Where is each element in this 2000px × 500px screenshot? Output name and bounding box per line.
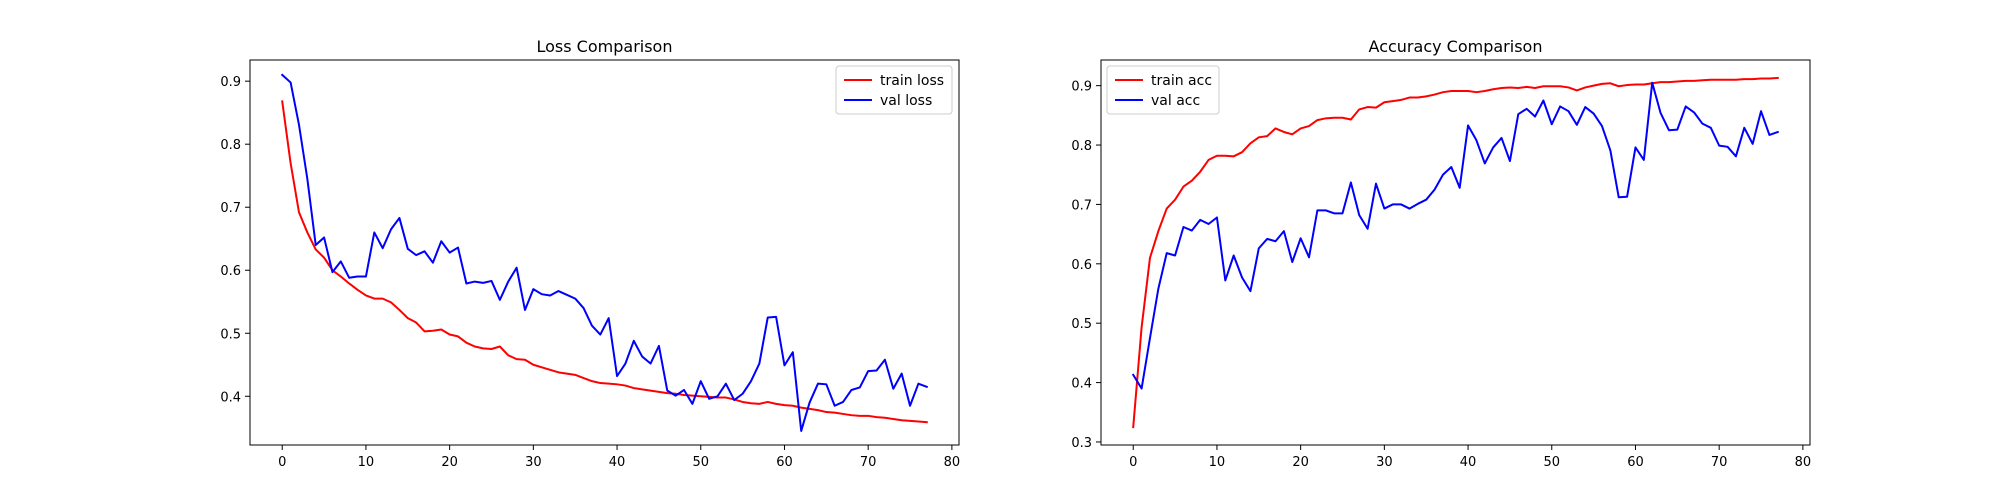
accuracy-x-tick-label: 80 [1795, 455, 1812, 470]
loss-legend-label-val: val loss [880, 93, 932, 109]
accuracy-x-tick-label: 20 [1292, 455, 1309, 470]
accuracy-x-axis: 0 10 20 30 40 50 60 70 80 [1129, 445, 1811, 470]
loss-chart: Loss Comparison 0 10 20 30 40 50 60 70 80 0.4 0.5… [220, 37, 960, 470]
loss-series-val-line [280, 73, 929, 432]
loss-x-tick-label: 30 [525, 455, 542, 470]
accuracy-series-train-line [1132, 76, 1779, 429]
accuracy-y-tick-label: 0.6 [1071, 258, 1092, 273]
accuracy-x-tick-label: 0 [1129, 455, 1137, 470]
loss-chart-title: Loss Comparison [537, 37, 673, 56]
loss-x-tick-label: 20 [441, 455, 458, 470]
accuracy-x-tick-label: 50 [1543, 455, 1560, 470]
loss-y-tick-label: 0.9 [220, 75, 241, 90]
loss-legend: train loss val loss [835, 65, 953, 115]
loss-x-tick-label: 40 [609, 455, 626, 470]
loss-axes-frame [249, 59, 960, 446]
loss-x-tick-label: 50 [692, 455, 709, 470]
accuracy-x-tick-label: 40 [1460, 455, 1477, 470]
accuracy-y-tick-label: 0.3 [1071, 436, 1092, 451]
accuracy-y-axis: 0.3 0.4 0.5 0.6 0.7 0.8 0.9 [1071, 80, 1101, 451]
loss-y-tick-label: 0.5 [220, 327, 241, 342]
loss-plot-area [280, 73, 929, 432]
accuracy-plot-area [1131, 76, 1780, 429]
accuracy-legend-label-val: val acc [1151, 93, 1200, 109]
loss-series-train-line [281, 100, 928, 424]
accuracy-y-tick-label: 0.4 [1071, 377, 1092, 392]
accuracy-y-tick-label: 0.8 [1071, 139, 1092, 154]
loss-y-tick-label: 0.6 [220, 264, 241, 279]
accuracy-chart-title: Accuracy Comparison [1369, 37, 1543, 56]
loss-x-axis: 0 10 20 30 40 50 60 70 80 [278, 445, 960, 470]
loss-legend-label-train: train loss [880, 73, 944, 89]
accuracy-series-val-line [1131, 81, 1780, 390]
loss-x-tick-label: 10 [358, 455, 375, 470]
accuracy-x-tick-label: 30 [1376, 455, 1393, 470]
loss-x-tick-label: 0 [278, 455, 286, 470]
accuracy-x-tick-label: 10 [1209, 455, 1226, 470]
accuracy-legend-label-train: train acc [1151, 73, 1212, 89]
accuracy-legend-frame [1106, 65, 1220, 115]
loss-legend-frame [835, 65, 953, 115]
loss-x-tick-label: 70 [860, 455, 877, 470]
loss-y-tick-label: 0.7 [220, 201, 241, 216]
accuracy-legend: train acc val acc [1106, 65, 1220, 115]
accuracy-x-tick-label: 70 [1711, 455, 1728, 470]
loss-y-tick-label: 0.4 [220, 390, 241, 405]
accuracy-chart: Accuracy Comparison 0 10 20 30 40 50 60 70 80 0.… [1071, 37, 1811, 470]
loss-x-tick-label: 80 [944, 455, 961, 470]
loss-y-axis: 0.4 0.5 0.6 0.7 0.8 0.9 [220, 75, 250, 405]
accuracy-x-tick-label: 60 [1627, 455, 1644, 470]
loss-y-tick-label: 0.8 [220, 138, 241, 153]
accuracy-y-tick-label: 0.5 [1071, 317, 1092, 332]
accuracy-y-tick-label: 0.7 [1071, 198, 1092, 213]
loss-x-tick-label: 60 [776, 455, 793, 470]
accuracy-y-tick-label: 0.9 [1071, 80, 1092, 95]
accuracy-axes-frame [1100, 59, 1811, 446]
